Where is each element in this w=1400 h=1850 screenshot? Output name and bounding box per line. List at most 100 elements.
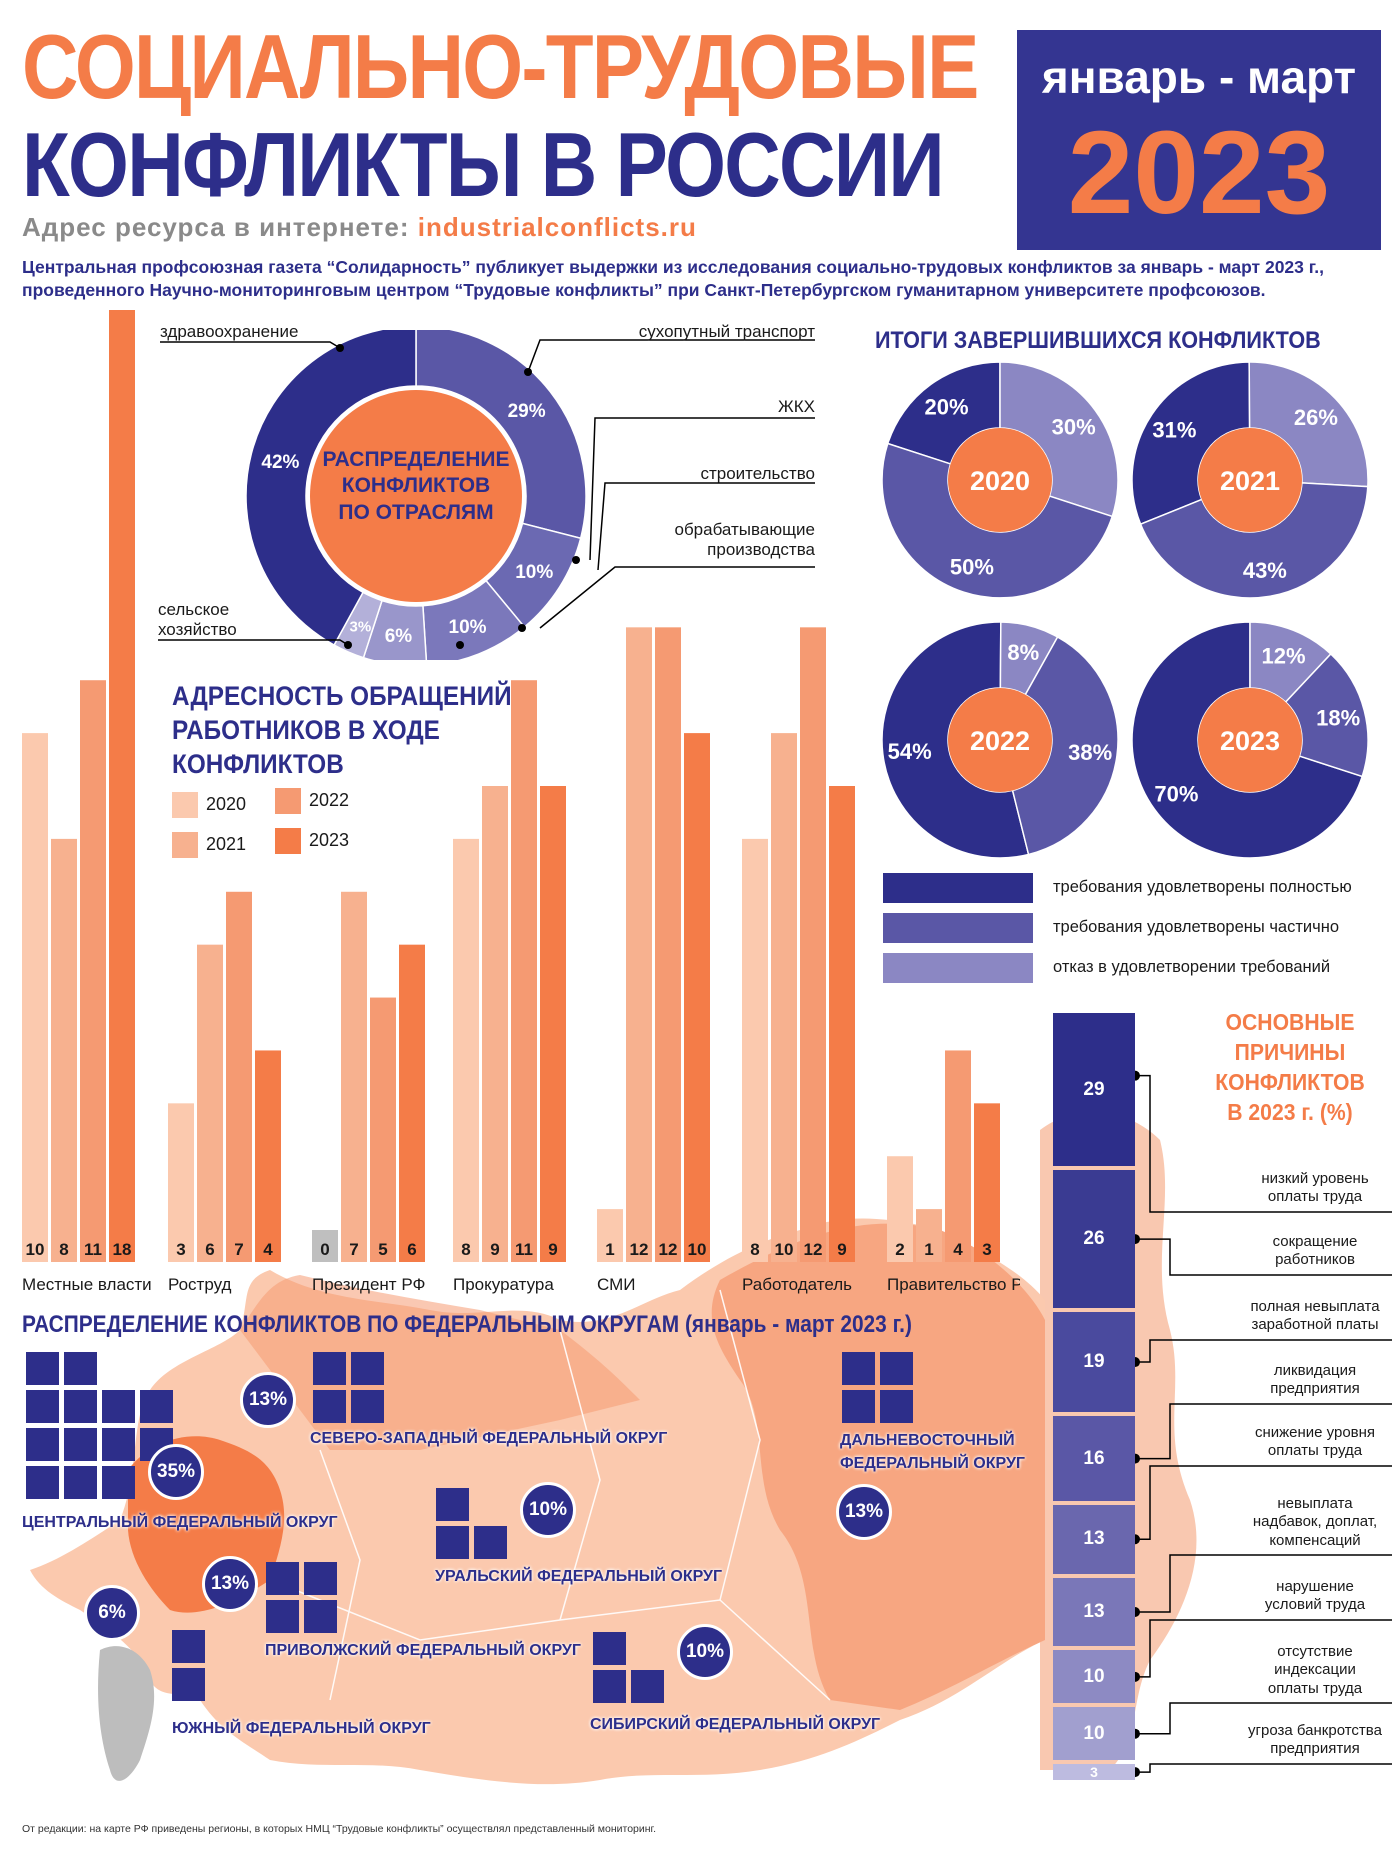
district-square-1-0 xyxy=(313,1352,346,1385)
industry-slice-pct-1: 10% xyxy=(515,562,553,583)
cause-label-6: нарушение условий труда xyxy=(1240,1578,1390,1615)
period-text: январь - март xyxy=(1041,51,1357,103)
district-square-0-2 xyxy=(26,1390,59,1423)
bar-value-2022-4: 12 xyxy=(659,1240,678,1259)
industry-label-agriculture-line-1: сельское xyxy=(158,600,230,619)
bar-2022-5 xyxy=(800,627,826,1262)
bar-2023-3 xyxy=(540,786,566,1262)
bar-value-2022-2: 5 xyxy=(378,1240,387,1259)
district-square-4-3 xyxy=(304,1600,337,1633)
district-square-0-12 xyxy=(102,1466,135,1499)
bar-value-2023-5: 9 xyxy=(837,1240,846,1259)
bar-2023-2 xyxy=(399,944,425,1262)
cause-label-6-line-0: нарушение xyxy=(1276,1578,1354,1595)
bar-category-label-4: СМИ xyxy=(597,1275,635,1294)
legend-swatch-2021 xyxy=(172,832,198,858)
outcome-2023-pct-refused: 12% xyxy=(1261,643,1305,668)
bar-category-label-1: Роструд xyxy=(168,1275,232,1294)
industries-center-line-2: КОНФЛИКТОВ xyxy=(341,474,491,498)
bar-value-2021-2: 7 xyxy=(349,1240,358,1259)
addressees-title-line-3: КОНФЛИКТОВ xyxy=(172,748,344,779)
district-square-0-10 xyxy=(26,1466,59,1499)
map-east xyxy=(711,1223,1045,1710)
bar-value-2023-4: 10 xyxy=(688,1240,707,1259)
district-pct-northwest: 13% xyxy=(240,1372,296,1428)
district-square-0-1 xyxy=(64,1352,97,1385)
cause-label-0: низкий уровень оплаты труда xyxy=(1240,1170,1390,1207)
district-pct-siberia: 10% xyxy=(677,1624,733,1680)
bar-2022-2 xyxy=(370,997,396,1262)
bar-2021-0 xyxy=(51,838,77,1262)
bar-2021-2 xyxy=(341,891,367,1262)
bar-2020-2 xyxy=(312,1230,338,1262)
outcome-2020-pct-refused: 30% xyxy=(1052,415,1096,440)
bar-category-label-5: Работодатель xyxy=(742,1275,852,1294)
industries-center-line-1: РАСПРЕДЕЛЕНИЕ xyxy=(322,448,510,471)
industry-slice-0 xyxy=(415,330,587,540)
cause-bar-8: 3 xyxy=(1053,1764,1135,1780)
district-square-5-0 xyxy=(172,1630,205,1663)
outcome-legend-refused: отказ в удовлетворении требований xyxy=(1053,958,1331,976)
title-line-2: КОНФЛИКТЫ В РОССИИ xyxy=(22,115,945,216)
bar-category-label-0: Местные власти xyxy=(22,1275,152,1294)
district-square-2-1 xyxy=(880,1352,913,1385)
district-name-fareast-2: ФЕДЕРАЛЬНЫЙ ОКРУГ xyxy=(840,1455,1025,1472)
bar-2021-6 xyxy=(916,1209,942,1262)
district-square-3-0 xyxy=(436,1488,469,1521)
bar-2022-1 xyxy=(226,891,252,1262)
cause-label-7: отсутствие индексации оплаты труда xyxy=(1240,1643,1390,1698)
district-square-6-0 xyxy=(593,1632,626,1665)
industry-slice-pct-3: 6% xyxy=(385,626,413,647)
bar-value-2021-0: 8 xyxy=(59,1240,68,1259)
industries-leader-lines xyxy=(158,339,815,649)
district-square-2-2 xyxy=(842,1390,875,1423)
bar-2020-3 xyxy=(453,838,479,1262)
bar-value-2023-3: 9 xyxy=(548,1240,557,1259)
industry-slice-2 xyxy=(422,579,526,660)
district-square-0-7 xyxy=(64,1428,97,1461)
causes-title: ОСНОВНЫЕ ПРИЧИНЫ КОНФЛИКТОВ В 2023 г. (%… xyxy=(1207,1008,1373,1128)
bar-value-2021-1: 6 xyxy=(205,1240,214,1259)
cause-label-6-line-1: условий труда xyxy=(1264,1596,1366,1614)
district-pct-volga: 13% xyxy=(202,1556,258,1612)
district-square-5-1 xyxy=(172,1668,205,1701)
outcome-2020-center xyxy=(948,428,1052,532)
bar-2023-1 xyxy=(255,1050,281,1262)
bar-2023-0 xyxy=(109,310,135,1262)
district-name-south: ЮЖНЫЙ ФЕДЕРАЛЬНЫЙ ОКРУГ xyxy=(172,1720,431,1737)
district-name-siberia: СИБИРСКИЙ ФЕДЕРАЛЬНЫЙ ОКРУГ xyxy=(590,1716,881,1733)
district-square-0-5 xyxy=(140,1390,173,1423)
causes-title-line-1: ОСНОВНЫЕ xyxy=(1225,1009,1355,1035)
cause-label-7-line-1: индексации xyxy=(1274,1661,1356,1679)
outcome-2022-pct-full: 54% xyxy=(888,739,932,764)
district-square-0-6 xyxy=(26,1428,59,1461)
industry-donut-center xyxy=(310,390,522,602)
bar-value-2023-6: 3 xyxy=(982,1240,991,1259)
cause-bar-4: 13 xyxy=(1053,1504,1135,1574)
bar-2022-0 xyxy=(80,680,106,1262)
district-square-1-1 xyxy=(351,1352,384,1385)
district-pct-fareast: 13% xyxy=(836,1484,892,1540)
cause-label-5: невыплата надбавок, доплат, компенсаций xyxy=(1240,1495,1390,1550)
cause-label-2-line-1: заработной платы xyxy=(1251,1316,1379,1334)
district-pct-ural: 10% xyxy=(520,1482,576,1538)
outcome-2023-center xyxy=(1198,688,1302,792)
bar-value-2023-0: 18 xyxy=(113,1240,132,1259)
intro-text: Центральная профсоюзная газета “Солидарн… xyxy=(22,257,1325,300)
district-square-6-1 xyxy=(593,1670,626,1703)
outcome-2021-center xyxy=(1198,428,1302,532)
bar-2021-1 xyxy=(197,944,223,1262)
period-year: 2023 xyxy=(1067,107,1331,239)
bar-value-2022-1: 7 xyxy=(234,1240,243,1259)
district-square-4-0 xyxy=(266,1562,299,1595)
address-link[interactable]: industrialconflicts.ru xyxy=(417,212,697,242)
district-name-northwest: СЕВЕРО-ЗАПАДНЫЙ ФЕДЕРАЛЬНЫЙ ОКРУГ xyxy=(310,1430,668,1447)
addressees-title-line-2: РАБОТНИКОВ В ХОДЕ xyxy=(172,714,440,745)
bar-value-2021-4: 12 xyxy=(630,1240,649,1259)
outcome-2023-pct-full: 70% xyxy=(1154,781,1198,806)
industry-label-manufacturing-line-2: производства xyxy=(707,540,815,560)
outcome-2021-pct-full: 31% xyxy=(1152,417,1196,442)
outcome-2020-pct-full: 20% xyxy=(924,394,968,419)
district-square-6-2 xyxy=(631,1670,664,1703)
